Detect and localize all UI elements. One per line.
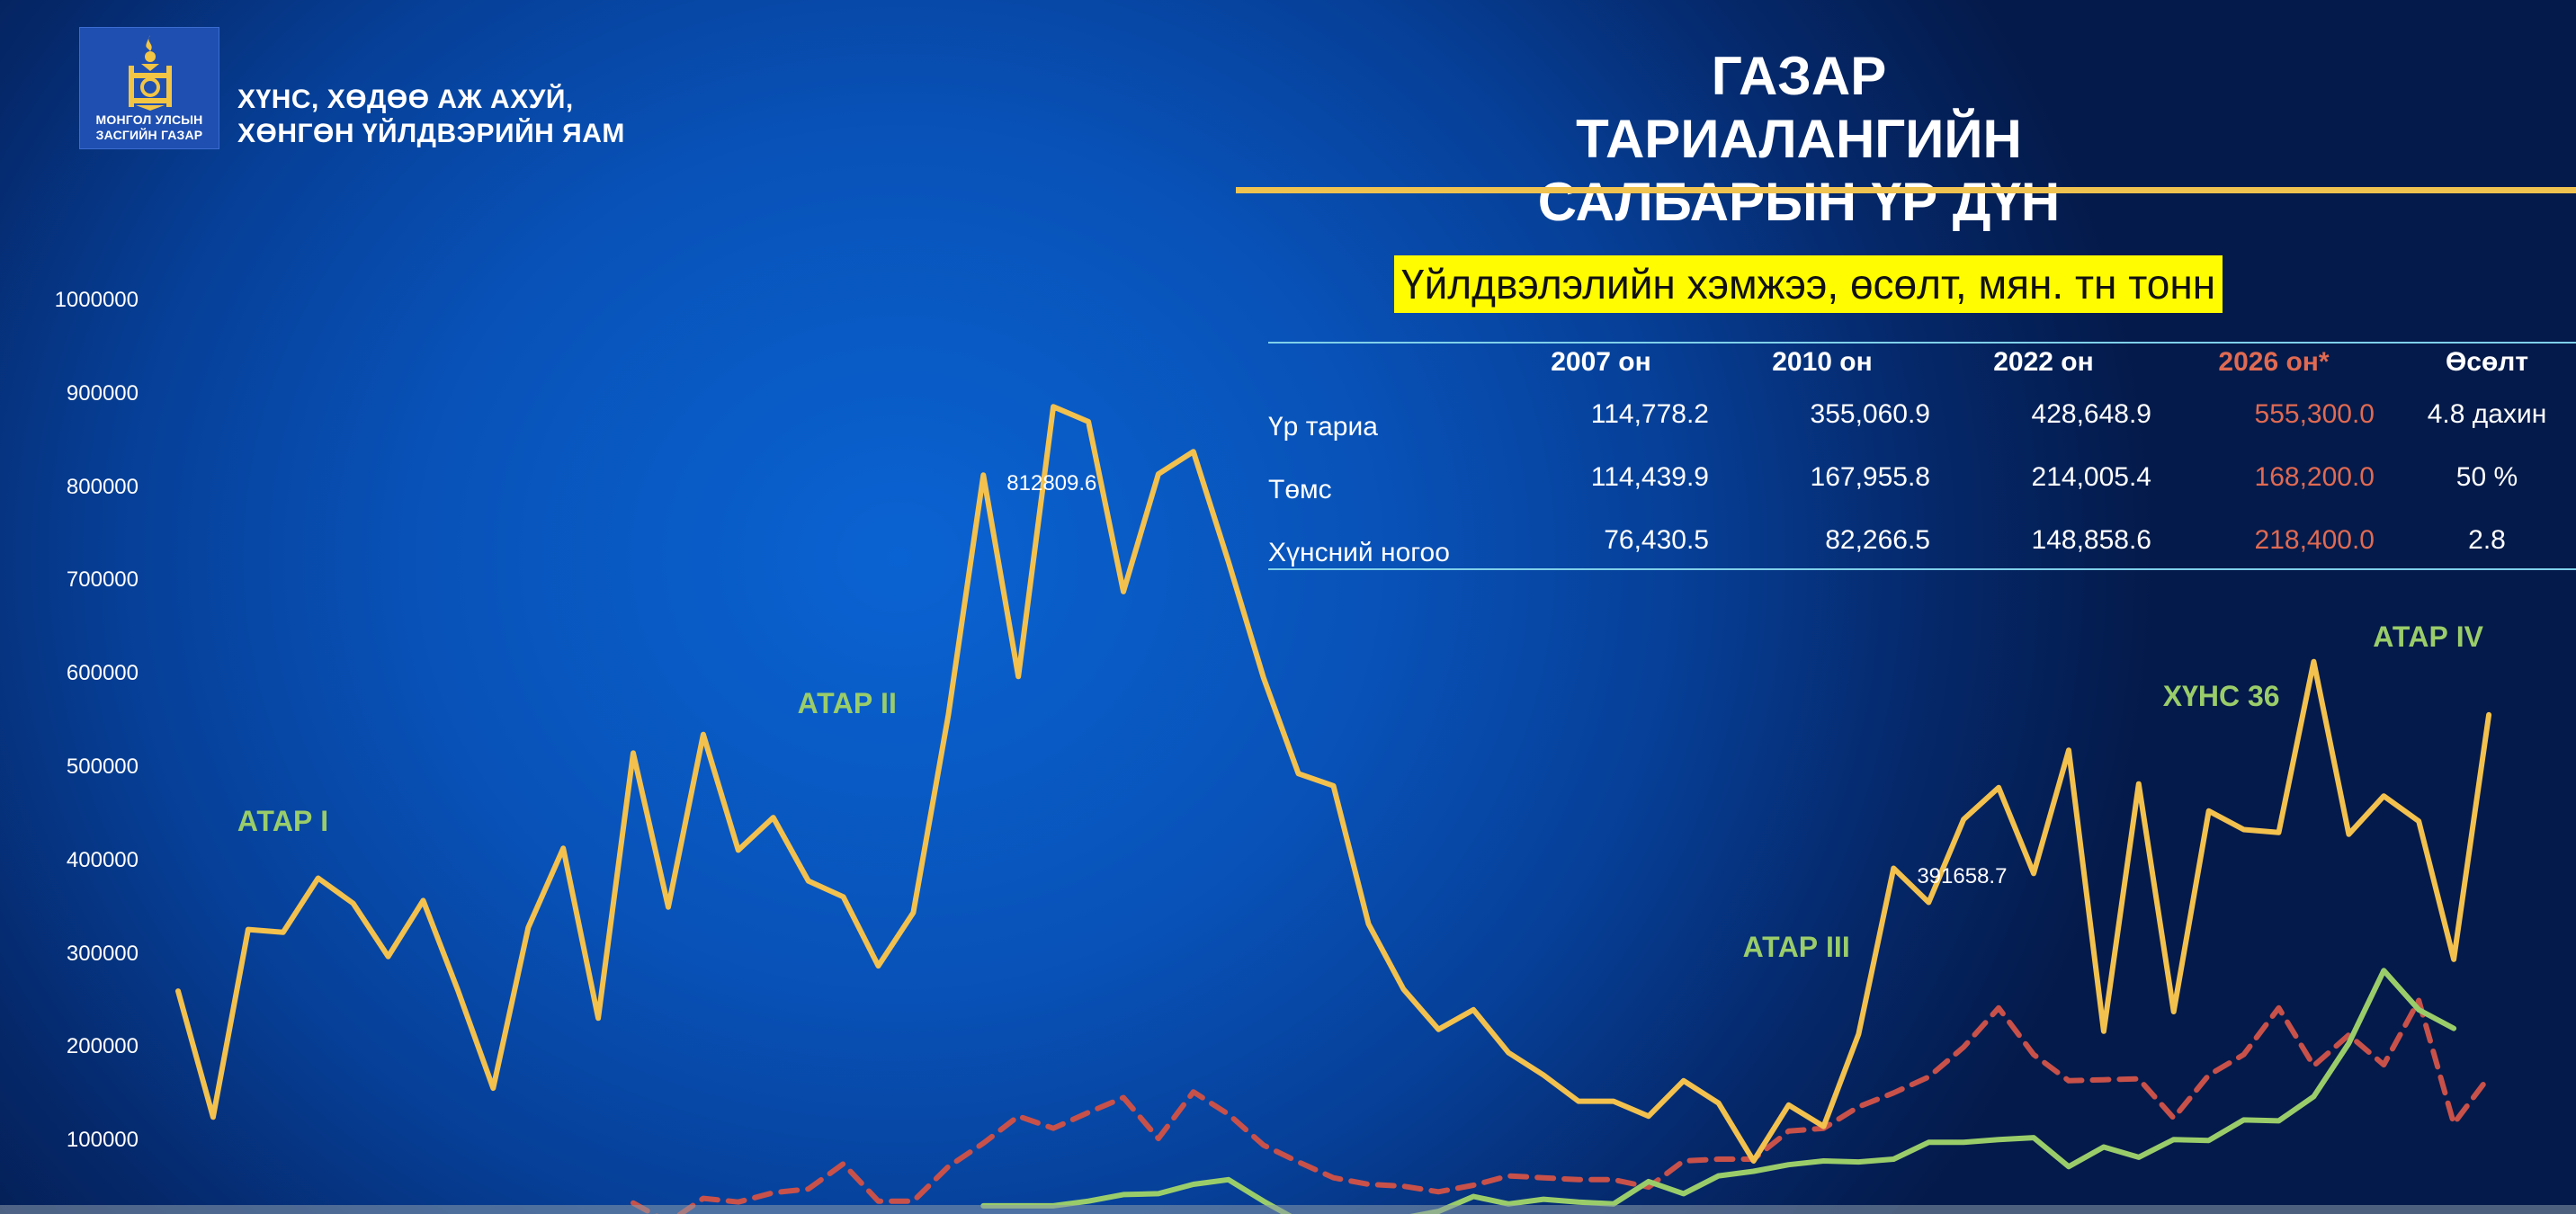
table-cell-vegetable-growth: 2.8 (2468, 525, 2506, 555)
bottom-strip (0, 1205, 2576, 1214)
title-underline (1236, 187, 2576, 193)
ministry-name-line1: ХҮНС, ХӨДӨӨ АЖ АХУЙ, (237, 85, 574, 114)
table-cell-potato-2007: 114,439.9 (1590, 462, 1709, 492)
table-cell-vegetable-2007: 76,430.5 (1604, 525, 1709, 555)
table-cell-grain-2007: 114,778.2 (1590, 399, 1709, 429)
series-line-0 (175, 404, 2492, 1164)
table-cell-potato-2022: 214,005.4 (2031, 462, 2151, 492)
series-line-2 (980, 968, 2457, 1214)
page-title: ГАЗАР ТАРИАЛАНГИЙН САЛБАРЫН ҮР ДҮН (1529, 45, 2069, 234)
table-header-growth: Өсөлт (2445, 347, 2529, 377)
table-cell-grain-2026: 555,300.0 (2254, 399, 2375, 429)
era-label: ХҮНС 36 (2162, 680, 2280, 712)
soyombo-emblem-icon (129, 35, 172, 111)
y-tick-label: 400000 (66, 847, 139, 872)
logo-caption: МОНГОЛ УЛСЫН ЗАСГИЙН ГАЗАР (80, 112, 219, 143)
ministry-name-line2: ХӨНГӨН ҮЙЛДВЭРИЙН ЯАМ (237, 119, 625, 148)
y-tick-label: 800000 (66, 474, 139, 499)
y-tick-label: 100000 (66, 1128, 139, 1153)
logo-caption-line2: ЗАСГИЙН ГАЗАР (95, 128, 203, 142)
y-tick-label: 600000 (66, 661, 139, 686)
page-title-line1: ГАЗАР ТАРИАЛАНГИЙН (1576, 46, 2022, 169)
table-row-grain-label: Үр тариа (1268, 412, 1378, 442)
era-label: АТАР II (797, 687, 897, 719)
table-cell-potato-2010: 167,955.8 (1810, 462, 1930, 492)
table-header-2007: 2007 он (1551, 347, 1651, 377)
logo-caption-line1: МОНГОЛ УЛСЫН (95, 112, 203, 127)
y-tick-label: 300000 (66, 941, 139, 966)
table-header-2010: 2010 он (1772, 347, 1873, 377)
series-line-1 (631, 997, 2492, 1214)
table-cell-grain-growth: 4.8 дахин (2427, 399, 2547, 429)
era-label: АТАР III (1742, 931, 1850, 963)
page-title-line2: САЛБАРЫН ҮР ДҮН (1537, 172, 2061, 232)
y-tick-label: 500000 (66, 754, 139, 779)
y-tick-label: 700000 (66, 567, 139, 593)
era-label: АТАР IV (2373, 620, 2483, 653)
table-cell-potato-2026: 168,200.0 (2254, 462, 2375, 492)
table-cell-vegetable-2010: 82,266.5 (1825, 525, 1930, 555)
table-cell-vegetable-2022: 148,858.6 (2031, 525, 2151, 555)
y-tick-label: 1000000 (54, 288, 139, 312)
data-point-label: 812809.6 (1006, 471, 1097, 496)
government-logo: МОНГОЛ УЛСЫН ЗАСГИЙН ГАЗАР (79, 27, 219, 149)
table-bottom-rule (1268, 568, 2576, 570)
table-title: Үйлдвэлэлийн хэмжээ, өсөлт, мян. тн тонн (1394, 255, 2223, 313)
ministry-name: ХҮНС, ХӨДӨӨ АЖ АХУЙ, ХӨНГӨН ҮЙЛДВЭРИЙН Я… (237, 83, 625, 151)
y-tick-label: 900000 (66, 380, 139, 406)
table-row-vegetable-label: Хүнсний ногоо (1268, 538, 1450, 567)
table-cell-potato-growth: 50 % (2455, 462, 2518, 492)
era-label: АТАР I (237, 805, 329, 837)
table-top-rule (1268, 342, 2576, 344)
table-header-2022: 2022 он (1993, 347, 2094, 377)
table-cell-grain-2022: 428,648.9 (2031, 399, 2151, 429)
table-cell-vegetable-2026: 218,400.0 (2254, 525, 2375, 555)
data-point-label: 391658.7 (1917, 864, 2008, 889)
table-header-2026: 2026 он* (2218, 347, 2330, 377)
table-row-potato-label: Төмс (1268, 475, 1332, 504)
y-tick-label: 200000 (66, 1034, 139, 1059)
table-cell-grain-2010: 355,060.9 (1810, 399, 1930, 429)
